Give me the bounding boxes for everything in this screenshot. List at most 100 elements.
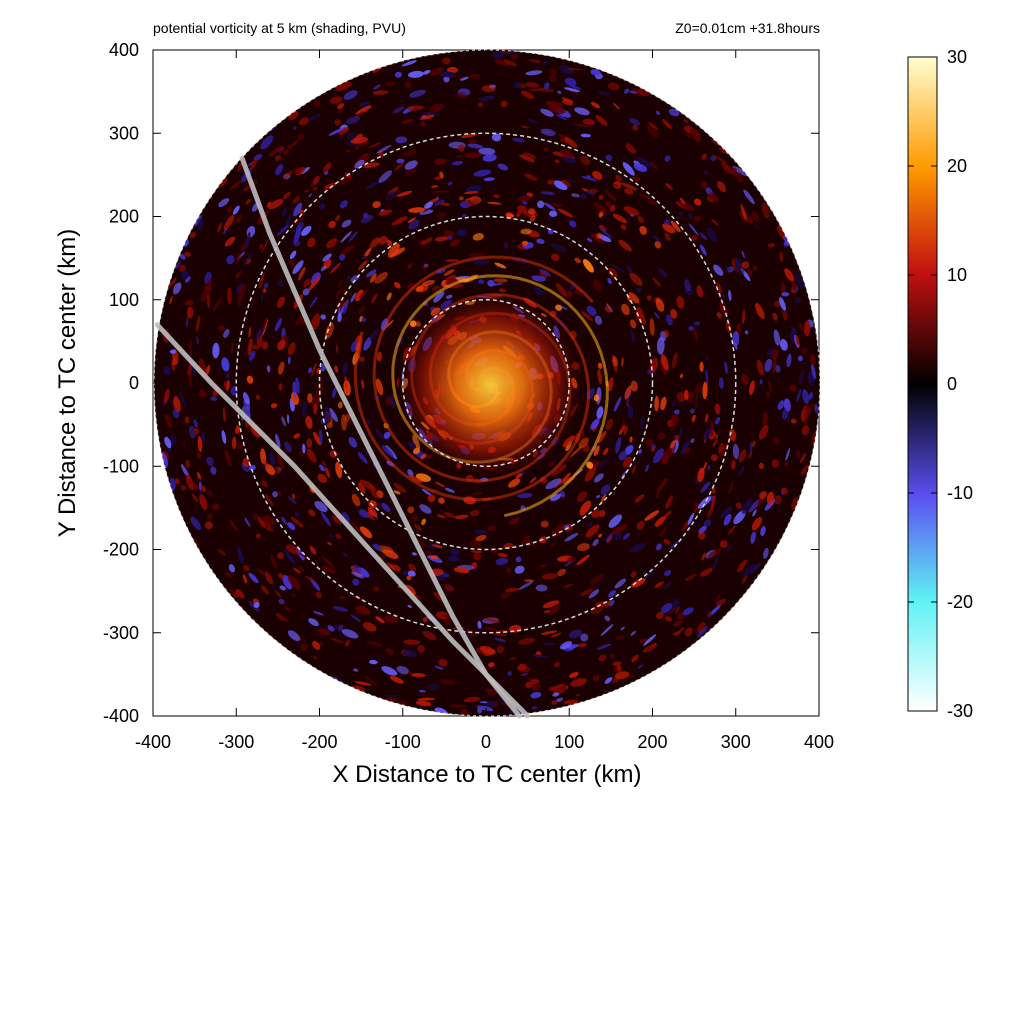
- pv-patch: [666, 607, 677, 616]
- pv-patch: [323, 162, 332, 173]
- pv-patch: [748, 452, 753, 459]
- pv-patch: [591, 510, 600, 518]
- pv-patch: [443, 76, 450, 83]
- pv-patch: [533, 286, 544, 295]
- pv-patch: [728, 481, 734, 495]
- pv-heatmap: [153, 49, 821, 717]
- pv-patch: [346, 116, 361, 125]
- chart-title: potential vorticity at 5 km (shading, PV…: [153, 20, 406, 36]
- x-tick-label: 100: [554, 732, 584, 752]
- pv-patch: [469, 540, 481, 548]
- pv-patch: [614, 635, 626, 640]
- pv-patch: [625, 143, 637, 154]
- pv-patch: [680, 373, 683, 379]
- pv-patch: [408, 70, 424, 78]
- pv-patch: [186, 306, 194, 319]
- pv-patch: [749, 562, 761, 574]
- pv-patch: [602, 457, 610, 465]
- pv-patch: [363, 337, 372, 351]
- pv-patch: [543, 642, 556, 646]
- pv-patch: [687, 391, 694, 403]
- pv-patch: [688, 325, 694, 331]
- pv-patch: [506, 567, 512, 573]
- pv-patch: [593, 394, 600, 402]
- pv-patch: [302, 443, 306, 454]
- pv-patch: [669, 440, 676, 449]
- pv-patch: [191, 493, 199, 503]
- pv-patch: [751, 211, 760, 222]
- pv-patch: [716, 282, 722, 295]
- pv-patch: [611, 524, 628, 535]
- pv-patch: [423, 69, 431, 75]
- pv-patch: [580, 430, 585, 442]
- pv-patch: [465, 197, 476, 201]
- pv-patch: [609, 204, 616, 212]
- pv-patch: [408, 219, 420, 230]
- pv-patch: [440, 202, 451, 206]
- pv-patch: [605, 154, 613, 161]
- pv-patch: [402, 569, 408, 577]
- pv-patch: [702, 381, 708, 400]
- pv-patch: [747, 268, 753, 277]
- pv-patch: [694, 393, 698, 411]
- pv-patch: [401, 149, 418, 157]
- pv-patch: [429, 67, 444, 76]
- pv-patch: [407, 217, 416, 224]
- pv-patch: [551, 464, 567, 476]
- pv-patch: [692, 326, 699, 341]
- pv-patch: [766, 491, 775, 505]
- pv-patch: [781, 408, 789, 420]
- pv-patch: [691, 235, 698, 241]
- pv-patch: [525, 82, 540, 88]
- pv-patch: [638, 193, 652, 200]
- pv-patch: [541, 573, 558, 580]
- pv-patch: [338, 279, 343, 288]
- pv-patch: [655, 110, 661, 116]
- pv-patch: [626, 674, 636, 679]
- pv-patch: [674, 434, 680, 441]
- pv-patch: [683, 447, 691, 454]
- colorbar-tick-label: -20: [947, 592, 973, 612]
- pv-patch: [425, 550, 434, 556]
- pv-patch: [408, 563, 417, 572]
- pv-patch: [514, 565, 525, 574]
- pv-patch: [253, 601, 260, 609]
- pv-patch: [341, 289, 346, 296]
- pv-patch: [764, 358, 773, 372]
- pv-patch: [500, 100, 508, 108]
- pv-patch: [235, 270, 242, 279]
- pv-patch: [354, 681, 372, 686]
- pv-patch: [528, 59, 541, 63]
- pv-patch: [444, 616, 451, 625]
- pv-patch: [543, 610, 551, 613]
- pv-patch: [367, 507, 378, 517]
- pv-patch: [599, 224, 607, 232]
- pv-patch: [277, 296, 285, 308]
- pv-patch: [262, 288, 267, 293]
- pv-patch: [341, 414, 347, 431]
- pv-patch: [786, 353, 792, 368]
- pv-patch: [283, 605, 292, 612]
- pv-patch: [266, 201, 272, 208]
- pv-patch: [508, 478, 521, 488]
- pv-patch: [497, 553, 508, 558]
- pv-patch: [536, 291, 540, 296]
- pv-patch: [724, 265, 730, 271]
- pv-patch: [344, 375, 348, 389]
- pv-patch: [631, 578, 646, 588]
- pv-patch: [665, 183, 673, 190]
- pv-patch: [546, 215, 551, 219]
- pv-patch: [278, 383, 283, 391]
- pv-patch: [756, 359, 764, 376]
- pv-patch: [201, 431, 206, 444]
- pv-patch: [396, 190, 413, 197]
- pv-patch: [404, 80, 412, 89]
- pv-patch: [447, 284, 464, 289]
- pv-patch: [328, 407, 338, 422]
- pv-patch: [520, 673, 529, 676]
- pv-patch: [563, 583, 573, 588]
- pv-patch: [172, 408, 180, 419]
- pv-patch: [672, 620, 683, 627]
- pv-patch: [308, 618, 319, 627]
- y-tick-label: -200: [103, 540, 139, 560]
